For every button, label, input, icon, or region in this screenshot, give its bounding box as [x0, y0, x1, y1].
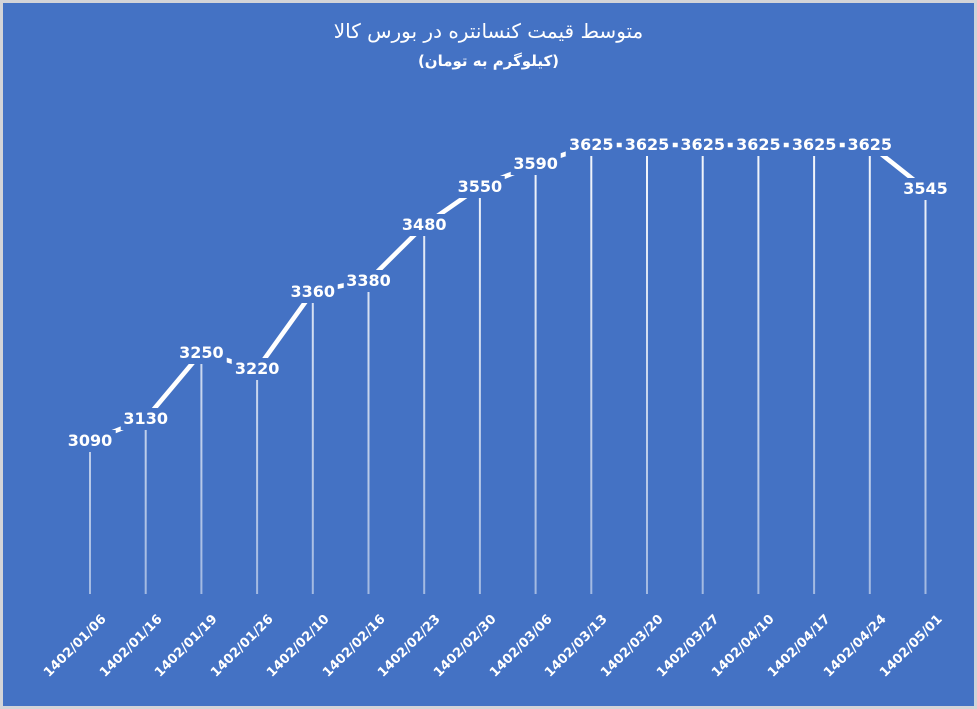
data-label: 3625 [621, 134, 673, 156]
data-label: 3625 [733, 134, 784, 156]
data-label: 3625 [844, 134, 896, 156]
data-label: 3625 [566, 134, 617, 156]
chart-subtitle: (کیلوگرم به تومان) [417, 52, 560, 70]
chart-title: متوسط قیمت کنسانتره در بورس کالا [333, 19, 644, 43]
data-label: 3625 [677, 134, 728, 156]
data-label: 3250 [176, 341, 227, 364]
data-label: 3625 [788, 134, 840, 156]
data-label: 3545 [900, 178, 951, 201]
data-label: 3090 [64, 430, 116, 452]
data-label: 3380 [343, 269, 394, 292]
data-label: 3550 [454, 175, 506, 198]
data-label: 3130 [120, 407, 171, 430]
price-line [89, 142, 927, 444]
data-label: 3360 [287, 280, 339, 303]
data-label: 3590 [510, 153, 561, 176]
data-label: 3480 [398, 214, 450, 237]
data-label: 3220 [231, 358, 283, 381]
